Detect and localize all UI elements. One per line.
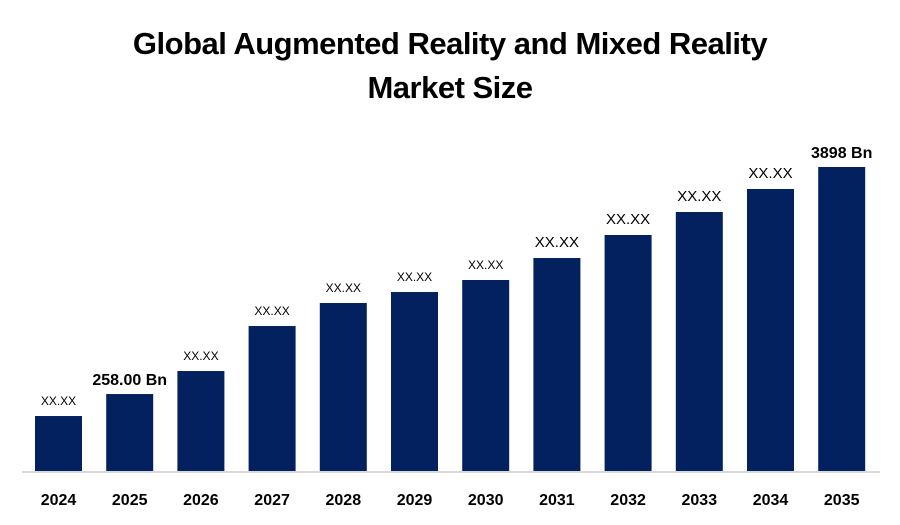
x-tick-label-2030: 2030 [468,492,504,509]
x-tick-label-2033: 2033 [682,492,718,509]
x-tick-label-2024: 2024 [41,492,77,509]
bar-2034 [747,188,794,472]
chart-title: Global Augmented Reality and Mixed Reali… [0,22,900,110]
bar-2035 [818,167,866,471]
x-tick-label-2035: 2035 [824,492,860,509]
x-tick-label-2031: 2031 [539,492,575,509]
x-tick-label-2025: 2025 [112,492,148,509]
data-label-2025: 258.00 Bn [92,372,167,389]
x-tick-label-2028: 2028 [326,492,362,509]
bar-2024 [35,416,82,471]
chart-title-line-2: Market Size [367,70,533,105]
bar-2032 [604,235,652,471]
bar-2033 [675,211,723,471]
bar-2026 [177,371,225,471]
x-tick-label-2032: 2032 [610,492,646,509]
data-label-2029: XX.XX [397,270,432,284]
bar-2030 [462,280,510,471]
data-label-2032: XX.XX [606,211,650,228]
x-tick-label-2029: 2029 [397,492,433,509]
bar-2028 [319,303,367,471]
data-label-2031: XX.XX [535,234,579,251]
x-tick-label-2027: 2027 [254,492,290,509]
data-label-2026: XX.XX [183,349,218,363]
x-tick-label-2026: 2026 [183,492,219,509]
chart-title-line-1: Global Augmented Reality and Mixed Reali… [132,26,768,61]
bar-2027 [248,326,296,471]
data-label-2033: XX.XX [677,188,721,205]
data-label-2030: XX.XX [468,258,503,272]
bar-2029 [391,292,438,471]
data-label-2024: XX.XX [41,394,76,408]
data-label-2028: XX.XX [326,281,361,295]
data-label-2027: XX.XX [254,304,289,318]
data-label-2034: XX.XX [748,165,792,182]
bar-2031 [533,258,581,471]
data-label-2035: 3898 Bn [811,145,872,162]
bar-2025 [106,394,154,471]
x-tick-label-2034: 2034 [753,492,789,509]
